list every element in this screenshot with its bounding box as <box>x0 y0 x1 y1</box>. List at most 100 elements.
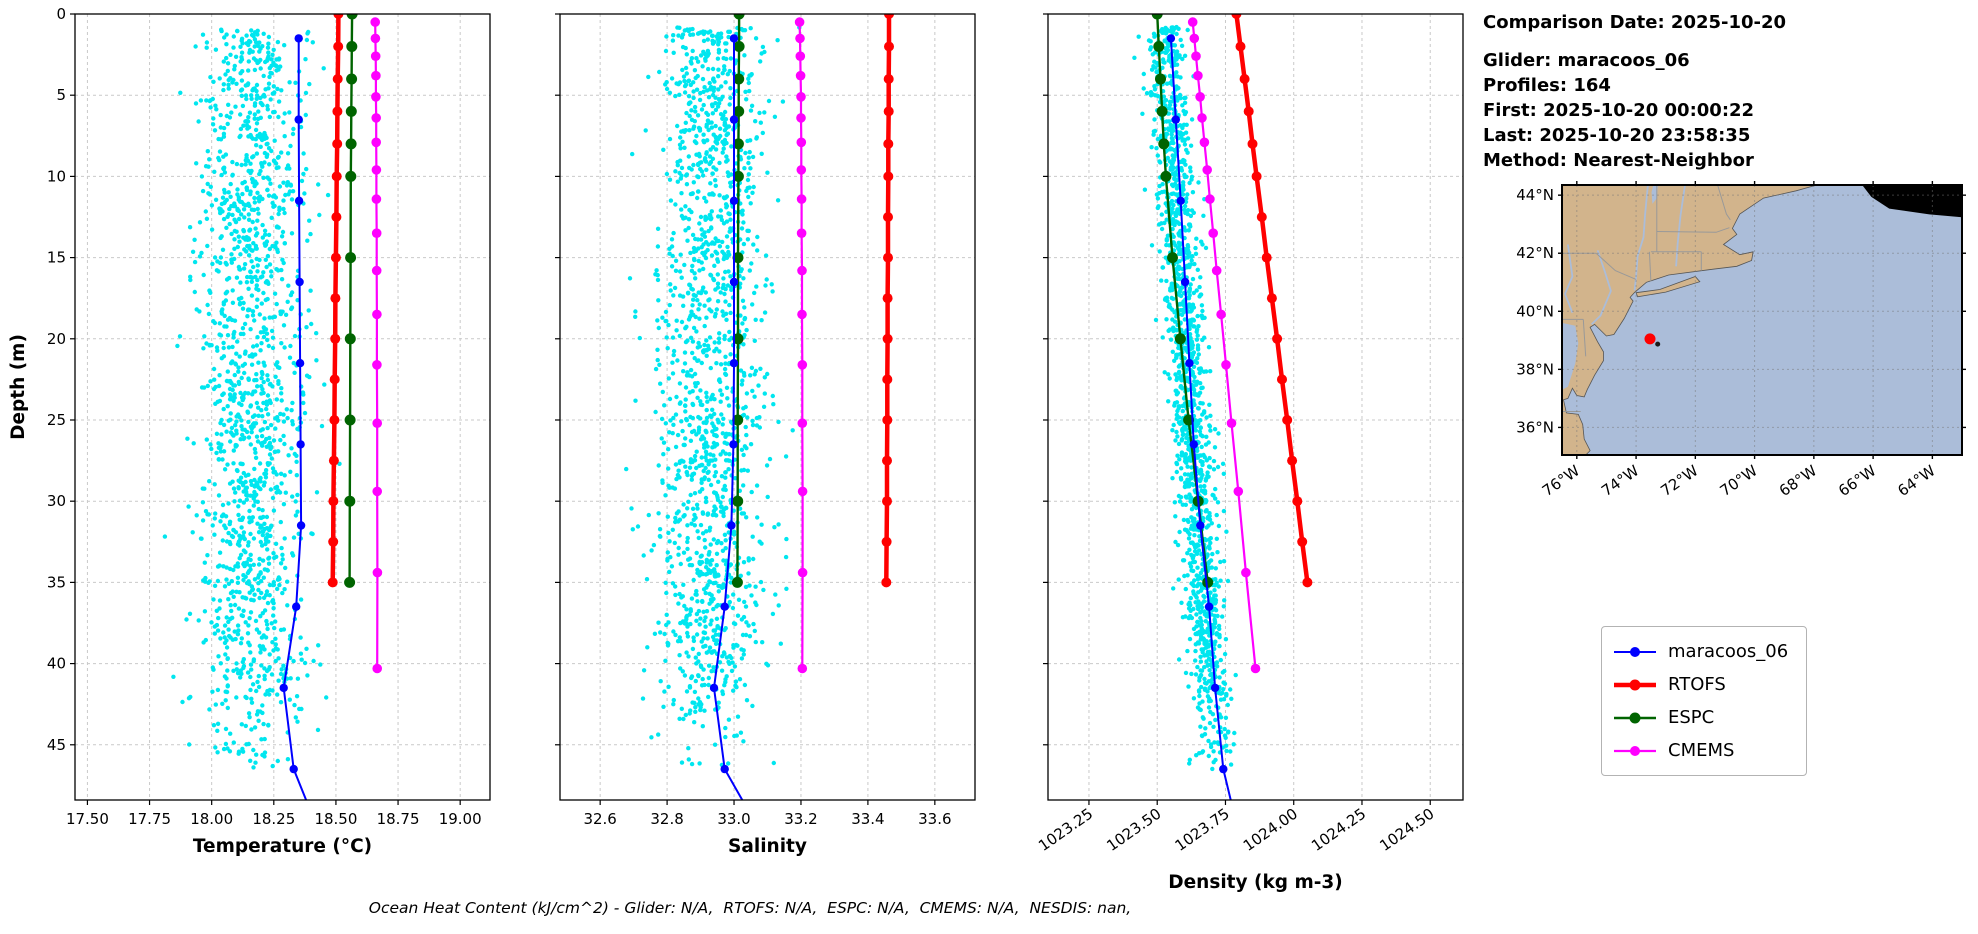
map-lat-label: 36°N <box>1516 418 1554 436</box>
series-RTOFS <box>881 14 894 588</box>
legend: maracoos_06 RTOFS ESPC CMEMS <box>1601 626 1808 776</box>
legend-item-RTOFS: RTOFS <box>1612 668 1788 701</box>
series-maracoos_06 <box>709 34 744 800</box>
legend-label: ESPC <box>1668 707 1715 728</box>
series-maracoos_06 <box>1166 34 1232 800</box>
land-polygon <box>1635 276 1701 298</box>
axes-frame <box>1047 13 1464 801</box>
legend-marker-RTOFS <box>1614 679 1656 690</box>
x-tick-label: 32.6 <box>583 810 616 828</box>
legend-item-CMEMS: CMEMS <box>1612 734 1788 767</box>
series-maracoos_06 <box>279 34 308 800</box>
legend-label: CMEMS <box>1668 740 1735 761</box>
legend-marker-ESPC <box>1614 712 1656 723</box>
axis-ticks: 32.6 32.8 33.0 33.2 33.4 33.6 <box>555 13 952 828</box>
x-tick-label: 1024.00 <box>1240 805 1301 855</box>
water-polygon <box>1562 322 1579 390</box>
map-lon-label: 68°W <box>1776 461 1820 500</box>
caption: Ocean Heat Content (kJ/cm^2) - Glider: N… <box>368 899 1132 917</box>
axes-frame <box>74 13 491 801</box>
glider-name: Glider: maracoos_06 <box>1483 50 1690 71</box>
state-border <box>1656 227 1730 233</box>
legend-marker-CMEMS <box>1614 745 1656 756</box>
series-ESPC <box>731 14 745 588</box>
map-gridlines <box>1562 185 1962 455</box>
comparison-date: Comparison Date: 2025-10-20 <box>1483 12 1787 33</box>
x-tick-label: 18.00 <box>190 810 233 828</box>
x-tick-label: 19.00 <box>439 810 482 828</box>
x-tick-label: 33.0 <box>717 810 750 828</box>
grid-lines <box>1048 13 1463 800</box>
x-tick-label: 32.8 <box>650 810 683 828</box>
last-timestamp: Last: 2025-10-20 23:58:35 <box>1483 125 1751 146</box>
map-lat-label: 38°N <box>1516 360 1554 378</box>
scatter-cloud <box>1132 24 1238 772</box>
y-tick-label: 35 <box>47 573 66 591</box>
x-tick-label: 18.25 <box>252 810 295 828</box>
series-RTOFS <box>1231 14 1313 588</box>
x-axis-label: Salinity <box>728 836 807 857</box>
density-panel: 1023.25 1023.50 1023.75 1024.00 1024.25 1024.… <box>1035 13 1464 893</box>
map-lon-label: 72°W <box>1657 461 1701 500</box>
x-tick-label: 33.4 <box>851 810 884 828</box>
series-RTOFS <box>327 14 344 588</box>
series-CMEMS <box>1187 17 1261 674</box>
x-axis-label: Temperature (°C) <box>193 836 372 857</box>
info-panel: Comparison Date: 2025-10-20 Glider: mara… <box>1483 10 1786 173</box>
y-tick-label: 45 <box>47 736 66 754</box>
y-axis-label: Depth (m) <box>8 334 29 440</box>
river <box>1675 185 1686 267</box>
legend-label: maracoos_06 <box>1668 641 1789 662</box>
axis-ticks: 17.50 17.75 18.00 18.25 18.50 18.75 19.00 0 5 10 1… <box>47 5 482 828</box>
y-tick-label: 5 <box>56 86 66 104</box>
state-border <box>1717 185 1731 221</box>
x-tick-label: 1023.25 <box>1035 805 1096 855</box>
salinity-panel: 32.6 32.8 33.0 33.2 33.4 33.6 Salinity <box>555 13 976 857</box>
dark-land-polygon <box>1862 185 1962 218</box>
x-tick-label: 1024.50 <box>1376 805 1437 855</box>
x-tick-label: 17.75 <box>128 810 171 828</box>
axes-frame <box>559 13 976 801</box>
track-point <box>1655 341 1661 347</box>
x-tick-label: 18.75 <box>377 810 420 828</box>
x-tick-label: 1023.50 <box>1103 805 1164 855</box>
map-lat-label: 40°N <box>1516 302 1554 320</box>
y-tick-label: 25 <box>47 411 66 429</box>
series-CMEMS <box>794 17 808 674</box>
temperature-panel: 17.50 17.75 18.00 18.25 18.50 18.75 19.00 0 5 10 1… <box>8 5 491 857</box>
x-axis-label: Density (kg m-3) <box>1168 872 1343 893</box>
x-tick-label: 18.50 <box>314 810 357 828</box>
x-tick-label: 33.6 <box>918 810 951 828</box>
profiles-count: Profiles: 164 <box>1483 75 1611 96</box>
legend-item-ESPC: ESPC <box>1612 701 1788 734</box>
river <box>1564 244 1574 314</box>
series-CMEMS <box>370 17 383 674</box>
legend-marker-maracoos_06 <box>1614 646 1656 657</box>
y-tick-label: 15 <box>47 249 66 267</box>
state-border <box>1595 252 1637 280</box>
axis-ticks: 1023.25 1023.50 1023.75 1024.00 1024.25 1024.… <box>1035 13 1438 855</box>
map-lat-label: 44°N <box>1516 186 1554 204</box>
scatter-cloud <box>624 25 805 768</box>
map-lon-label: 64°W <box>1894 461 1938 500</box>
series-ESPC <box>344 14 358 588</box>
state-border <box>1648 251 1652 282</box>
x-tick-label: 1024.25 <box>1308 805 1369 855</box>
y-tick-label: 20 <box>47 330 66 348</box>
y-tick-label: 40 <box>47 655 66 673</box>
map-lat-label: 42°N <box>1516 244 1554 262</box>
map-panel: 76°W 74°W 72°W 70°W 68°W 66°W 64°W 36°N 38°N 40°N… <box>1516 181 1966 500</box>
river <box>1590 250 1612 326</box>
y-tick-label: 30 <box>47 492 66 510</box>
glider-location <box>1644 333 1656 345</box>
grid-lines <box>560 13 975 800</box>
map-lon-label: 76°W <box>1539 461 1583 500</box>
x-tick-label: 33.2 <box>784 810 817 828</box>
y-tick-label: 10 <box>47 167 66 185</box>
scatter-cloud <box>162 27 342 770</box>
map-frame <box>1561 184 1963 456</box>
map-lon-label: 70°W <box>1717 461 1761 500</box>
y-tick-label: 0 <box>56 5 66 23</box>
